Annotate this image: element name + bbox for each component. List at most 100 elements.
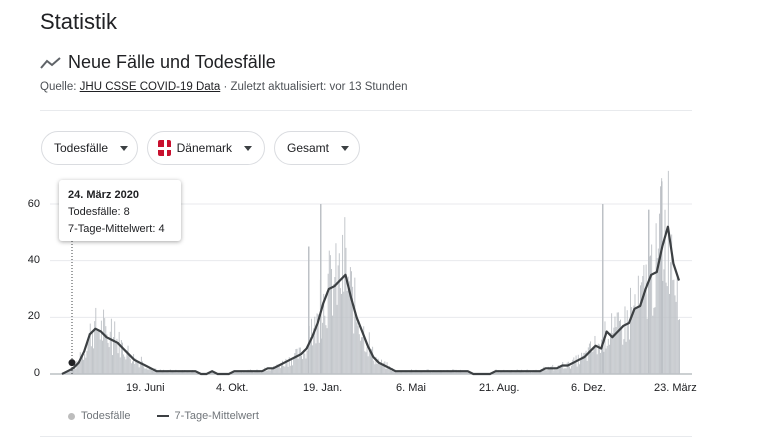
daily-deaths-bar [96, 330, 98, 374]
daily-deaths-bar [570, 368, 571, 374]
country-dropdown[interactable]: Dänemark [147, 131, 265, 165]
daily-deaths-bar [349, 267, 351, 374]
daily-deaths-bar [292, 365, 294, 374]
daily-deaths-bar [333, 284, 335, 374]
daily-deaths-bar [127, 345, 129, 374]
daily-deaths-bar [322, 322, 324, 374]
daily-deaths-bar [311, 318, 312, 374]
daily-deaths-bar [575, 355, 577, 374]
daily-deaths-bar [375, 356, 377, 374]
daily-deaths-bar [94, 321, 96, 374]
daily-deaths-bar [376, 364, 378, 374]
daily-deaths-bar [373, 360, 375, 374]
daily-deaths-bar [643, 265, 645, 374]
x-tick-label: 23. März [654, 382, 697, 394]
daily-deaths-bar [144, 368, 146, 374]
daily-deaths-bar [178, 371, 180, 374]
daily-deaths-bar [382, 365, 384, 374]
daily-deaths-bar [316, 313, 318, 374]
chart-tooltip: 24. März 2020 Todesfälle: 8 7-Tage-Mitte… [59, 180, 181, 241]
daily-deaths-bar [334, 277, 336, 374]
trending-line-icon [40, 56, 61, 69]
daily-deaths-bar [110, 318, 112, 374]
daily-deaths-bar [277, 365, 279, 374]
daily-deaths-bar [194, 371, 196, 374]
daily-deaths-bar [507, 371, 509, 374]
daily-deaths-bar [148, 367, 150, 374]
daily-deaths-bar [564, 368, 566, 374]
daily-deaths-bar [667, 170, 669, 374]
daily-deaths-bar [637, 275, 639, 374]
daily-deaths-bar [108, 347, 110, 374]
seven-day-average-line [61, 225, 681, 376]
daily-deaths-bar [124, 356, 126, 374]
daily-deaths-bar [134, 363, 136, 374]
daily-deaths-bar [116, 338, 118, 374]
daily-deaths-bar [343, 291, 345, 374]
daily-deaths-bar [404, 370, 406, 374]
daily-deaths-bar [303, 349, 305, 374]
daily-deaths-bar [288, 357, 290, 374]
caret-down-icon [341, 145, 350, 151]
daily-deaths-bar [428, 370, 430, 374]
daily-deaths-bar [276, 364, 278, 374]
x-tick-label: 6. Mai [396, 382, 426, 394]
daily-deaths-bar [117, 353, 119, 374]
daily-deaths-bar [358, 334, 360, 374]
daily-deaths-bar [677, 320, 679, 374]
daily-deaths-bar [80, 358, 82, 374]
daily-deaths-bar [189, 372, 191, 374]
daily-deaths-bar [546, 369, 548, 374]
daily-deaths-bar [372, 346, 374, 374]
daily-deaths-bar [556, 367, 558, 374]
daily-deaths-bar [185, 372, 187, 374]
metric-dropdown[interactable]: Todesfälle [41, 131, 138, 165]
daily-deaths-bar [318, 342, 320, 374]
daily-deaths-peak-bar [648, 209, 650, 374]
daily-deaths-bar [563, 368, 565, 374]
daily-deaths-bar [551, 366, 553, 374]
source-link[interactable]: JHU CSSE COVID-19 Data [79, 81, 221, 93]
daily-deaths-bar [552, 364, 554, 374]
daily-deaths-bar [107, 342, 109, 374]
daily-deaths-bar [434, 371, 436, 374]
daily-deaths-bar [548, 369, 550, 374]
denmark-flag-icon [158, 140, 171, 156]
daily-deaths-bar [547, 366, 549, 374]
daily-deaths-bar [531, 372, 533, 374]
daily-deaths-bar [97, 331, 99, 374]
daily-deaths-bar [663, 269, 665, 374]
daily-deaths-bar [92, 333, 93, 374]
daily-deaths-bar [431, 372, 432, 374]
daily-deaths-bar [571, 365, 573, 374]
daily-deaths-bar [463, 370, 465, 374]
daily-deaths-bar [561, 365, 563, 374]
daily-deaths-bar [379, 362, 381, 374]
daily-deaths-bar [514, 371, 516, 374]
daily-deaths-bar [273, 366, 275, 374]
source-line: Quelle: JHU CSSE COVID-19 Data · Zuletzt… [40, 81, 408, 93]
daily-deaths-bar [605, 348, 607, 374]
daily-deaths-bar [305, 358, 307, 374]
daily-deaths-bar [614, 316, 616, 374]
daily-deaths-bar [95, 307, 97, 374]
daily-deaths-bar [236, 371, 238, 374]
daily-deaths-bar [114, 321, 116, 374]
daily-deaths-bar [616, 312, 618, 374]
page-title: Statistik [40, 9, 118, 34]
caret-down-icon [244, 145, 252, 151]
range-dropdown[interactable]: Gesamt [274, 131, 360, 165]
daily-deaths-bar [625, 341, 627, 374]
daily-deaths-bar [317, 314, 319, 374]
daily-deaths-bar [498, 372, 500, 374]
daily-deaths-bar [409, 370, 411, 374]
daily-deaths-bar [662, 280, 664, 374]
daily-deaths-bar [122, 342, 123, 374]
daily-deaths-bar [103, 309, 105, 374]
daily-deaths-bar [69, 369, 71, 374]
daily-deaths-bar [157, 371, 159, 374]
daily-deaths-bar [152, 370, 153, 374]
daily-deaths-bar [641, 282, 643, 374]
daily-deaths-bar [76, 360, 78, 374]
